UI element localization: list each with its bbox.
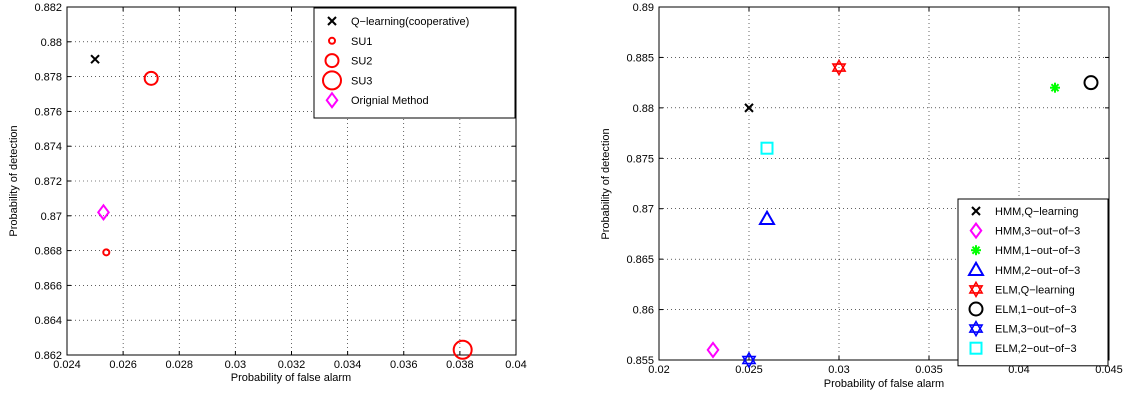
- right-legend-label: HMM,3−out−of−3: [995, 226, 1080, 238]
- right-legend-marker: [968, 301, 984, 317]
- right-legend: HMM,Q−learning HMM,3−out−of−3 HMM,1−out−of…: [957, 198, 1109, 367]
- right-legend-marker: [967, 260, 985, 277]
- left-y-tick-label: 0.874: [34, 141, 62, 153]
- right-y-tick-label: 0.855: [626, 355, 654, 367]
- left-y-tick-label: 0.878: [34, 72, 62, 84]
- left-legend-label: SU1: [351, 36, 372, 48]
- left-x-tick-label: 0.028: [165, 359, 193, 371]
- left-x-tick-label: 0.036: [390, 359, 418, 371]
- right-data-point-7: [760, 141, 774, 155]
- right-y-tick-label: 0.86: [633, 305, 654, 317]
- left-x-tick-label: 0.024: [53, 359, 81, 371]
- left-x-tick-label: 0.038: [446, 359, 474, 371]
- right-x-axis-label: Probability of false alarm: [824, 378, 944, 390]
- right-legend-label: ELM,2−out−of−3: [995, 343, 1077, 355]
- right-data-point-3: [758, 209, 776, 226]
- right-legend-label: HMM,Q−learning: [995, 206, 1078, 218]
- left-y-tick-label: 0.88: [41, 37, 62, 49]
- left-y-tick-label: 0.864: [34, 315, 62, 327]
- left-legend-label: Orignial Method: [351, 95, 429, 107]
- left-legend-marker: [327, 16, 337, 26]
- right-legend-marker: [971, 206, 981, 216]
- right-y-tick-label: 0.885: [626, 52, 654, 64]
- right-legend-box: [957, 198, 1109, 367]
- left-data-point-0: [90, 54, 100, 64]
- left-legend: Q−learning(cooperative) SU1 SU2 SU3 Orignial…: [313, 7, 516, 119]
- right-y-tick-label: 0.865: [626, 254, 654, 266]
- left-y-tick-label: 0.866: [34, 280, 62, 292]
- left-x-tick-label: 0.026: [109, 359, 137, 371]
- right-y-tick-label: 0.88: [633, 103, 654, 115]
- right-x-tick-label: 0.03: [828, 364, 849, 376]
- left-legend-marker: [325, 91, 339, 109]
- left-y-tick-label: 0.876: [34, 106, 62, 118]
- left-legend-marker: [328, 36, 336, 45]
- left-legend-box: [313, 7, 516, 119]
- right-y-tick-label: 0.87: [633, 204, 654, 216]
- right-x-tick-label: 0.02: [648, 364, 669, 376]
- right-data-point-1: [706, 341, 720, 359]
- left-data-point-2: [143, 70, 159, 86]
- left-y-tick-label: 0.862: [34, 350, 62, 362]
- left-y-tick-label: 0.868: [34, 246, 62, 258]
- right-legend-label: HMM,1−out−of−3: [995, 245, 1080, 257]
- left-legend-label: SU3: [351, 75, 372, 87]
- right-legend-label: ELM,Q−learning: [995, 284, 1075, 296]
- left-data-point-1: [102, 248, 111, 257]
- right-x-tick-label: 0.045: [1095, 364, 1123, 376]
- right-legend-marker: [969, 221, 983, 240]
- right-data-point-5: [1083, 75, 1099, 91]
- left-data-point-3: [452, 339, 473, 360]
- left-y-axis-label: Probability of detection: [8, 125, 20, 236]
- right-legend-label: ELM,1−out−of−3: [995, 304, 1077, 316]
- right-legend-label: HMM,2−out−of−3: [995, 265, 1080, 277]
- right-x-tick-label: 0.035: [915, 364, 943, 376]
- right-data-point-0: [744, 103, 754, 113]
- left-legend-label: SU2: [351, 56, 372, 68]
- left-legend-label: Q−learning(cooperative): [351, 16, 469, 28]
- right-scatter-plot: 0.02 0.025 0.03 0.035 0.04 0.045 0.855 0.86 0.86…: [600, 2, 1123, 390]
- left-x-tick-label: 0.03: [225, 359, 246, 371]
- left-x-tick-label: 0.04: [505, 359, 526, 371]
- right-x-tick-label: 0.025: [735, 364, 763, 376]
- right-legend-marker: [968, 280, 984, 298]
- left-y-tick-label: 0.87: [41, 211, 62, 223]
- left-x-tick-label: 0.034: [334, 359, 362, 371]
- right-x-tick-label: 0.04: [1008, 364, 1029, 376]
- left-y-tick-label: 0.882: [34, 2, 62, 14]
- left-data-point-4: [96, 203, 110, 221]
- left-x-axis-label: Probability of false alarm: [231, 372, 351, 384]
- right-y-tick-label: 0.875: [626, 153, 654, 165]
- left-x-tick-label: 0.032: [278, 359, 306, 371]
- right-legend-label: ELM,3−out−of−3: [995, 324, 1077, 336]
- left-scatter-plot: 0.024 0.026 0.028 0.03 0.032 0.034 0.036 0.038 0…: [8, 2, 527, 384]
- right-data-point-2: [1050, 82, 1060, 93]
- left-y-tick-label: 0.872: [34, 176, 62, 188]
- right-legend-marker: [968, 320, 984, 338]
- right-legend-marker: [971, 245, 981, 256]
- left-legend-marker: [324, 53, 340, 69]
- right-legend-marker: [969, 341, 983, 355]
- right-y-axis-label: Probability of detection: [600, 128, 612, 239]
- right-data-point-4: [831, 58, 847, 77]
- right-y-tick-label: 0.89: [633, 2, 654, 14]
- left-legend-marker: [322, 70, 342, 91]
- right-data-point-6: [741, 351, 757, 369]
